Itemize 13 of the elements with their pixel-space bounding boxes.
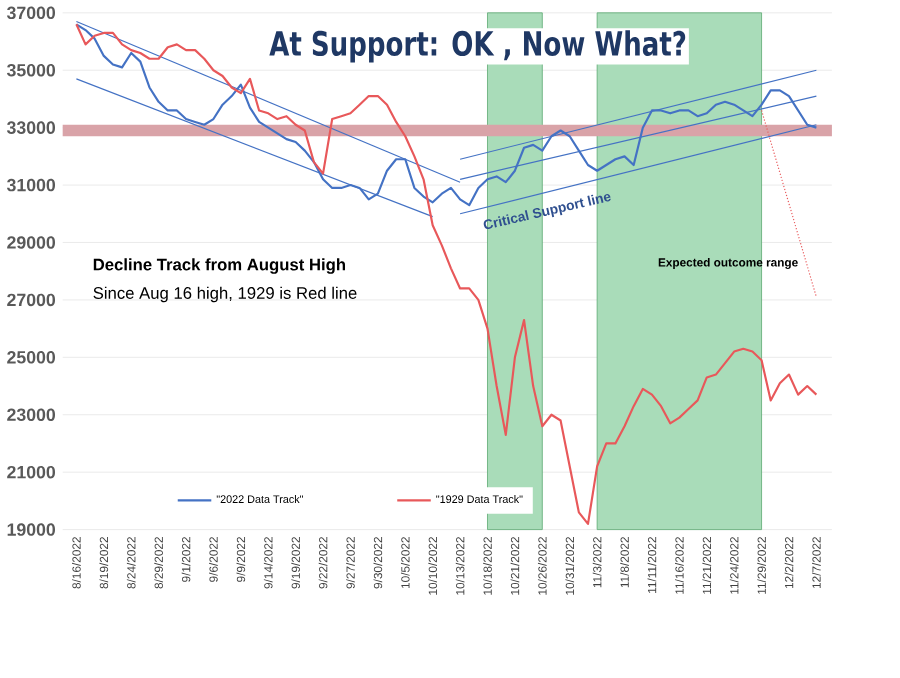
y-tick-label: 21000 — [7, 465, 56, 478]
text: At Support: OK , Now What? — [269, 29, 686, 63]
y-tick-label: 37000 — [6, 6, 56, 19]
annotation: Since Aug 16 high, 1929 is Red line — [93, 286, 357, 302]
y-tick-label: 35000 — [6, 63, 56, 77]
y-tick-label: 31000 — [6, 178, 56, 191]
y-tick-label: 33000 — [6, 120, 56, 134]
y-tick-label: 19000 — [7, 522, 56, 536]
y-tick-label: 29000 — [7, 235, 56, 249]
annotation: Decline Track from August High — [93, 257, 346, 274]
y-tick-label: 27000 — [7, 293, 56, 306]
y-tick-label: 23000 — [7, 408, 56, 421]
y-tick-label: 25000 — [7, 350, 56, 364]
